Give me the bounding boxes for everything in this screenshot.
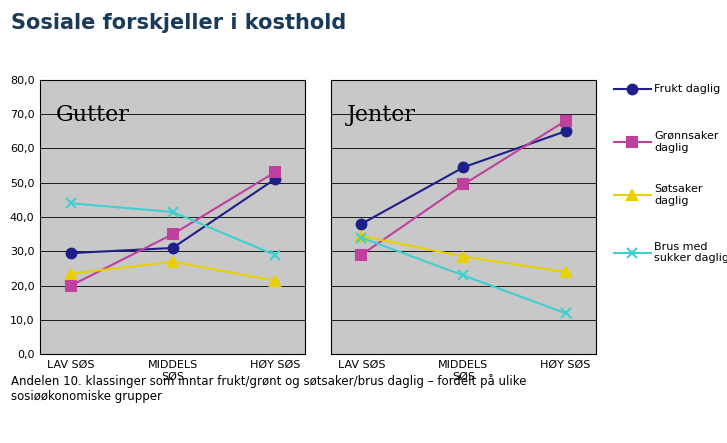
- Text: Sosiale forskjeller i kosthold: Sosiale forskjeller i kosthold: [11, 13, 346, 33]
- Text: Gutter: Gutter: [56, 105, 130, 126]
- Text: Jenter: Jenter: [347, 105, 416, 126]
- Text: Søtsaker
daglig: Søtsaker daglig: [654, 184, 703, 206]
- Text: Frukt daglig: Frukt daglig: [654, 84, 720, 93]
- Text: Grønnsaker
daglig: Grønnsaker daglig: [654, 131, 719, 152]
- Text: Brus med
sukker daglig: Brus med sukker daglig: [654, 242, 727, 263]
- Text: Andelen 10. klassinger som inntar frukt/grønt og søtsaker/brus daglig – fordelt : Andelen 10. klassinger som inntar frukt/…: [11, 374, 526, 403]
